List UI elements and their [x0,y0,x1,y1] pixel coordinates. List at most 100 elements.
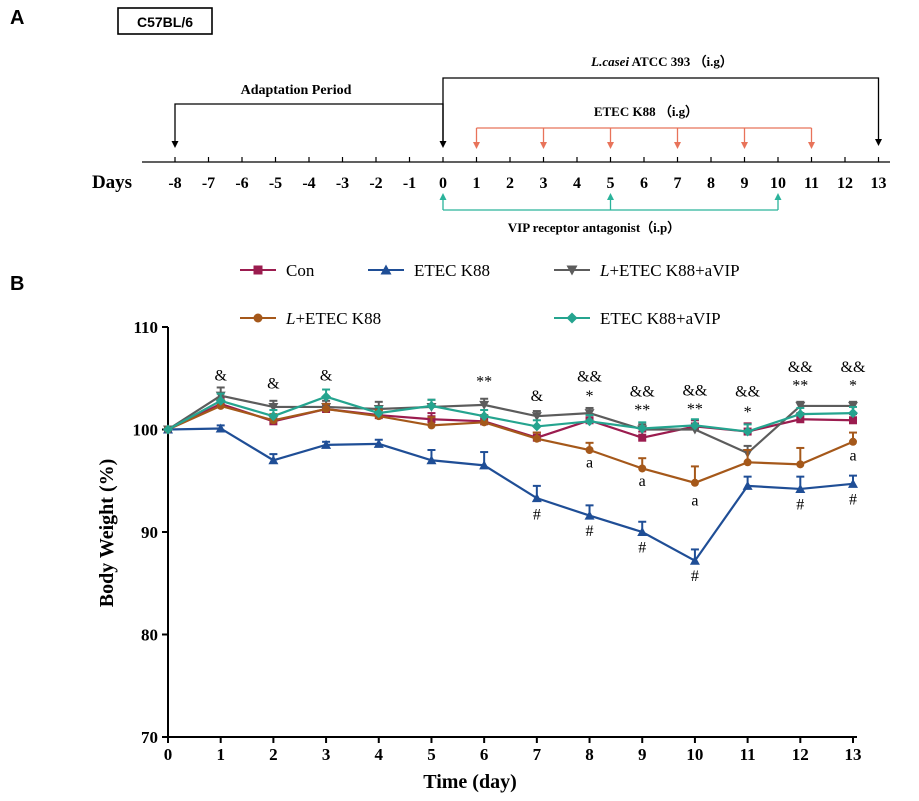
data-point-marker [689,420,700,431]
etec-label: ETEC K88 （i.g） [594,104,698,119]
data-point-marker [321,439,332,449]
panel-a-label: A [10,7,24,29]
significance-annotation: & [531,388,544,405]
x-tick-label: 7 [533,745,542,764]
legend-item: L+ETEC K88 [240,309,381,328]
x-tick-label: 13 [845,745,862,764]
data-point-marker [584,409,595,419]
data-point-marker [566,312,578,324]
series-line [167,427,854,563]
data-point-marker [427,421,436,430]
data-point-marker [796,415,805,424]
data-point-marker [848,478,858,488]
timeline-tick-label: 8 [707,175,715,192]
data-point-marker [268,455,279,465]
timeline-tick-label: 5 [607,175,615,192]
timeline-tick-label: -8 [168,175,181,192]
timeline-tick-label: 7 [674,175,682,192]
significance-annotation: * [586,388,594,405]
lcasei-bracket-line [442,77,880,145]
x-tick-label: 9 [638,745,647,764]
significance-annotation: # [533,507,541,524]
legend-label-text: +ETEC K88 [295,309,381,328]
data-point-marker [584,416,595,427]
data-point-marker [373,408,384,419]
arrow-head [473,142,480,149]
significance-annotation: a [849,447,856,464]
data-point-marker [426,400,437,411]
timeline-tick-label: -1 [403,175,416,192]
significance-annotation: a [691,492,698,509]
timeline-tick-label: 11 [804,175,819,192]
data-point-marker [215,395,226,406]
timeline-tick-label: 12 [837,175,853,192]
legend-item: L+ETEC K88+aVIP [554,261,740,280]
timeline-tick-label: 2 [506,175,514,192]
data-point-marker [373,438,384,448]
series-line [167,395,854,433]
data-point-marker [849,416,857,425]
timeline-ticks: -8 -7 -6 -5 -4 -3 -2 -1 0 1 2 3 4 5 6 7 8 9 10 11 12 13 [168,157,887,192]
data-point-marker [848,408,858,419]
x-tick-label: 0 [164,745,173,764]
x-tick-label: 11 [740,745,756,764]
legend-item: ETEC K88 [368,261,490,280]
arrow-head [439,193,447,200]
timeline-tick-label: 1 [473,175,481,192]
timeline-tick-label: -4 [302,175,315,192]
data-point-marker [268,411,279,422]
lcasei-label: L.casei ATCC 393 （i.g） [590,54,733,69]
data-point-marker [531,493,542,503]
legend-label-text: +ETEC K88+aVIP [609,261,739,280]
data-point-marker [322,405,331,413]
lcasei-label-rest: ATCC 393 （i.g） [629,54,733,69]
series-etec-k88 [163,423,858,565]
legend-label: ETEC K88 [414,261,490,280]
y-tick-label: 70 [141,728,158,747]
significance-annotation: # [638,540,646,557]
legend-label-italic: L [599,261,609,280]
lcasei-bracket [442,77,882,146]
significance-annotation: # [691,568,699,585]
x-tick-label: 2 [269,745,278,764]
significance-annotation: # [796,496,804,513]
data-point-marker [796,460,805,469]
legend-label: Con [286,261,315,280]
x-tick-label: 10 [686,745,703,764]
significance-annotation: # [849,491,857,508]
x-tick-label: 5 [427,745,436,764]
data-point-marker [479,411,490,422]
legend-label: ETEC K88+aVIP [600,309,721,328]
significance-annotation: * [849,378,857,395]
arrow-head [808,142,815,149]
etec-bracket [473,127,815,149]
data-point-marker [253,313,263,323]
legend-label-text: ETEC K88 [414,261,490,280]
x-tick-label: 8 [585,745,594,764]
vip-label: VIP receptor antagonist（i.p） [508,220,681,235]
series-line [167,394,853,455]
arrow-head [607,193,614,200]
data-point-marker [584,510,595,520]
timeline-tick-label: -6 [235,175,248,192]
data-point-marker [480,418,489,427]
significance-annotation: && [788,359,813,376]
data-point-marker [253,265,263,275]
legend-label-text: Con [286,261,315,280]
data-point-marker [795,401,806,411]
legend-item: Con [240,261,315,280]
significance-annotation: & [320,367,333,384]
data-point-marker [216,401,225,410]
legend-label-italic: L [285,309,295,328]
data-point-marker [321,391,332,402]
data-point-marker [638,464,647,473]
significance-annotation: && [735,384,760,401]
data-point-marker [532,434,541,443]
data-point-marker [849,437,857,446]
data-point-marker [426,455,437,465]
arrow-head [741,142,748,149]
